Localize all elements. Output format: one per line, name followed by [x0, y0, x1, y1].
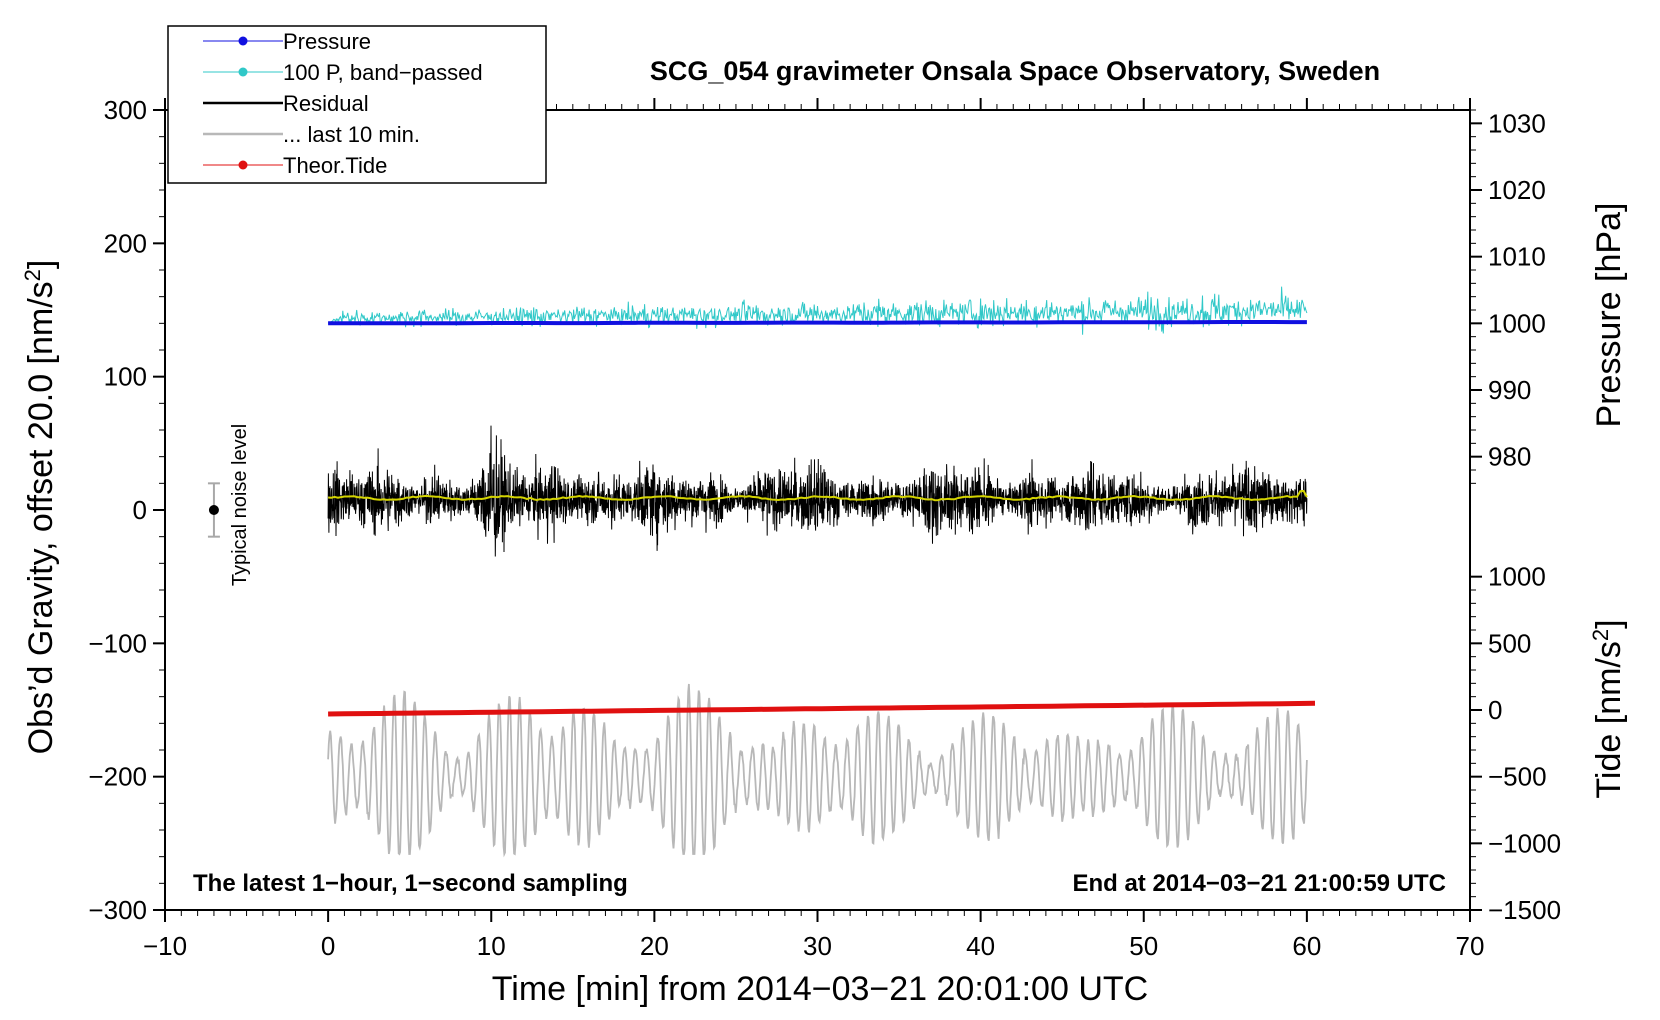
annotation-bottom-left: The latest 1−hour, 1−second sampling [193, 870, 628, 897]
tide-tick-label: −500 [1488, 762, 1547, 792]
series-theor-tide [328, 700, 1316, 717]
pressure-tick-label: 1010 [1488, 242, 1546, 272]
y-axis-label-pressure: Pressure [hPa] [1590, 203, 1628, 428]
y-axis-label-tide-end: ] [1590, 619, 1628, 628]
legend-entry: 100 P, band−passed [203, 60, 483, 85]
noise-center-dot [208, 505, 219, 515]
legend-swatch-marker [238, 67, 248, 77]
axes-layer: −10 0 10 20 30 40 50 60 703002001000−100−200−300… [88, 95, 1561, 961]
pressure-tick-label: 990 [1488, 375, 1531, 405]
noise-level-indicator: Typical noise level [207, 424, 251, 586]
x-tick-label: 50 [1129, 931, 1158, 961]
legend-swatch-marker [238, 36, 248, 46]
tide-tick-label: 0 [1488, 695, 1502, 725]
pressure-tick-label: 980 [1488, 442, 1531, 472]
x-axis-label: Time [min] from 2014−03−21 20:01:00 UTC [492, 970, 1148, 1008]
annotation-bottom-right: End at 2014−03−21 21:00:59 UTC [1072, 870, 1446, 897]
tide-tick-label: −1000 [1488, 828, 1561, 858]
y-tick-label-left: 200 [104, 228, 147, 258]
series-last-10-min [327, 683, 1308, 858]
y-axis-label-left-end: ] [22, 260, 60, 269]
legend-label: Residual [283, 91, 369, 116]
x-tick-label: −10 [143, 931, 187, 961]
legend-label: Pressure [283, 29, 371, 54]
legend: Pressure 100 P, band−passed Residual ... la… [167, 25, 547, 184]
legend-entry: Residual [203, 91, 369, 116]
y-tick-label-left: 100 [104, 362, 147, 392]
tide-tick-label: −1500 [1488, 895, 1561, 925]
y-axis-label-tide-sup: 2 [1588, 629, 1613, 641]
y-axis-label-tide-main: Tide [nm/s [1590, 641, 1628, 798]
plot-series-layer [327, 286, 1316, 858]
y-tick-label-left: 0 [133, 495, 147, 525]
y-tick-label-left: 300 [104, 95, 147, 125]
x-tick-label: 10 [477, 931, 506, 961]
pressure-tick-label: 1020 [1488, 175, 1546, 205]
legend-entry: Theor.Tide [203, 153, 387, 178]
legend-label: Theor.Tide [283, 153, 387, 178]
noise-level-label: Typical noise level [229, 424, 251, 586]
series-pressure [328, 320, 1307, 326]
pressure-tick-label: 1030 [1488, 108, 1546, 138]
y-axis-label-left-main: Obs’d Gravity, offset 20.0 [nm/s [22, 281, 60, 754]
tide-tick-label: 1000 [1488, 562, 1546, 592]
y-tick-label-left: −300 [88, 895, 147, 925]
x-tick-label: 0 [321, 931, 335, 961]
y-tick-label-left: −100 [88, 628, 147, 658]
legend-swatch-marker [238, 160, 248, 170]
x-tick-label: 30 [803, 931, 832, 961]
series-pressure-bandpassed [327, 286, 1308, 335]
series-residual-smoothed [328, 489, 1308, 502]
x-tick-label: 60 [1292, 931, 1321, 961]
x-tick-label: 70 [1456, 931, 1485, 961]
y-axis-label-tide: Tide [nm/s2] [1588, 619, 1629, 798]
legend-box [167, 25, 547, 184]
x-tick-label: 40 [966, 931, 995, 961]
chart-title: SCG_054 gravimeter Onsala Space Observat… [650, 56, 1380, 86]
series-residual [327, 425, 1308, 557]
legend-label: ... last 10 min. [283, 122, 420, 147]
y-axis-label-left: Obs’d Gravity, offset 20.0 [nm/s2] [20, 260, 61, 755]
legend-entry: Pressure [203, 29, 371, 54]
legend-entry: ... last 10 min. [203, 122, 420, 147]
y-axis-label-left-sup: 2 [20, 269, 45, 281]
legend-label: 100 P, band−passed [283, 60, 483, 85]
pressure-tick-label: 1000 [1488, 308, 1546, 338]
x-tick-label: 20 [640, 931, 669, 961]
y-tick-label-left: −200 [88, 762, 147, 792]
tide-tick-label: 500 [1488, 628, 1531, 658]
